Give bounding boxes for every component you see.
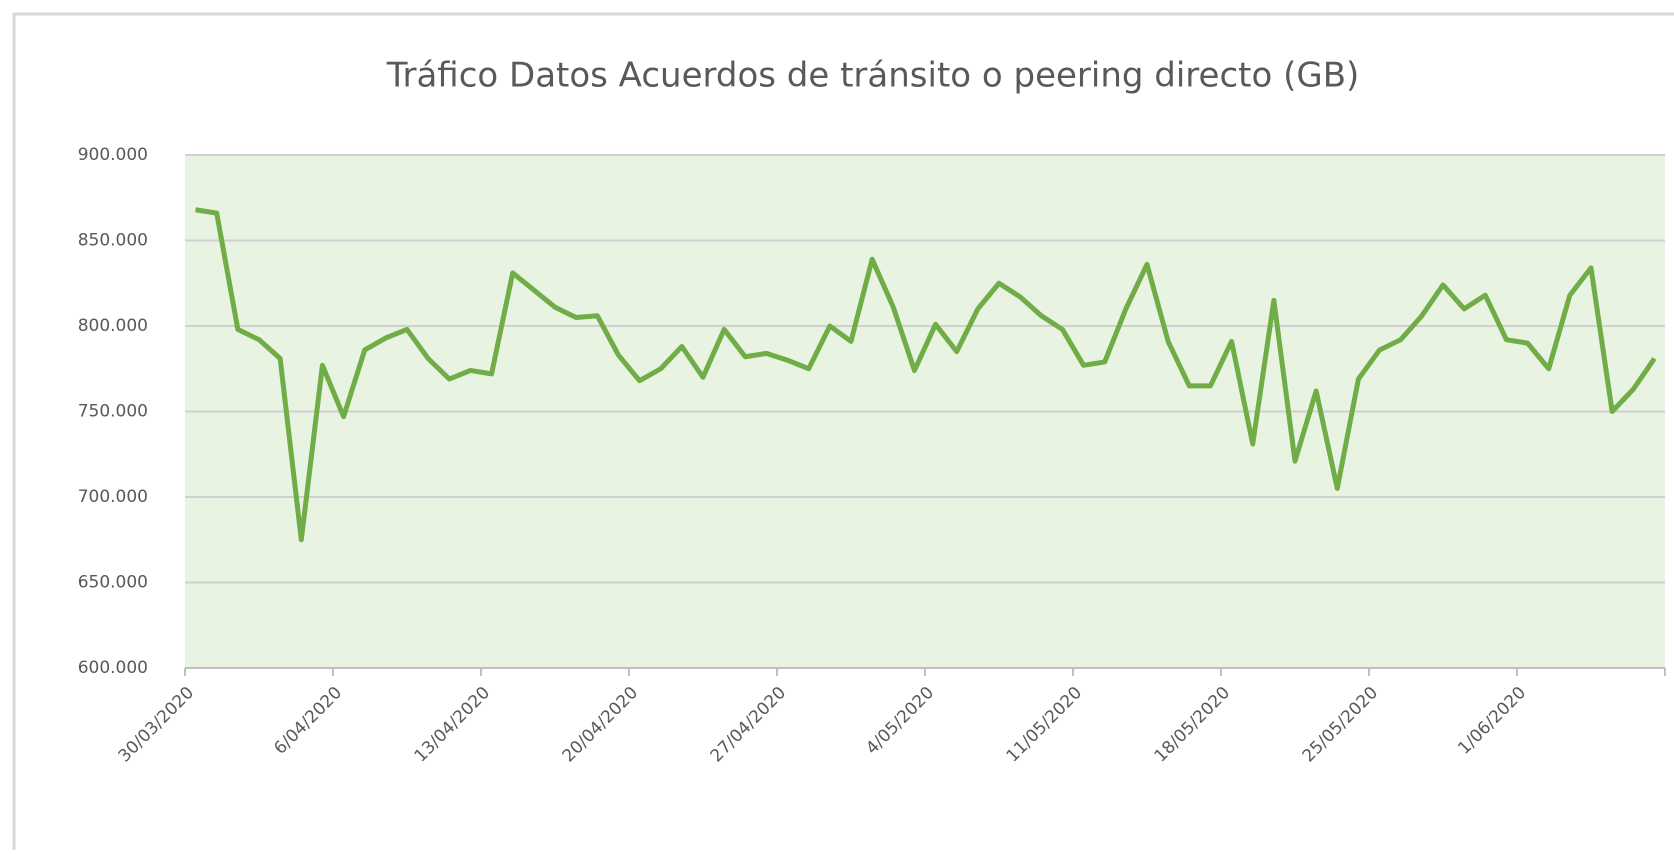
y-tick-label: 800.000 xyxy=(78,316,148,336)
data-line xyxy=(195,207,1657,543)
y-tick-label: 900.000 xyxy=(78,145,148,165)
y-tick-label: 650.000 xyxy=(78,573,148,593)
chart-title: Tráfico Datos Acuerdos de tránsito o pee… xyxy=(386,56,1360,96)
y-tick-label: 850.000 xyxy=(78,231,148,251)
y-tick-label: 700.000 xyxy=(78,487,148,507)
y-tick-label: 750.000 xyxy=(78,402,148,422)
y-tick-label: 600.000 xyxy=(78,658,148,678)
